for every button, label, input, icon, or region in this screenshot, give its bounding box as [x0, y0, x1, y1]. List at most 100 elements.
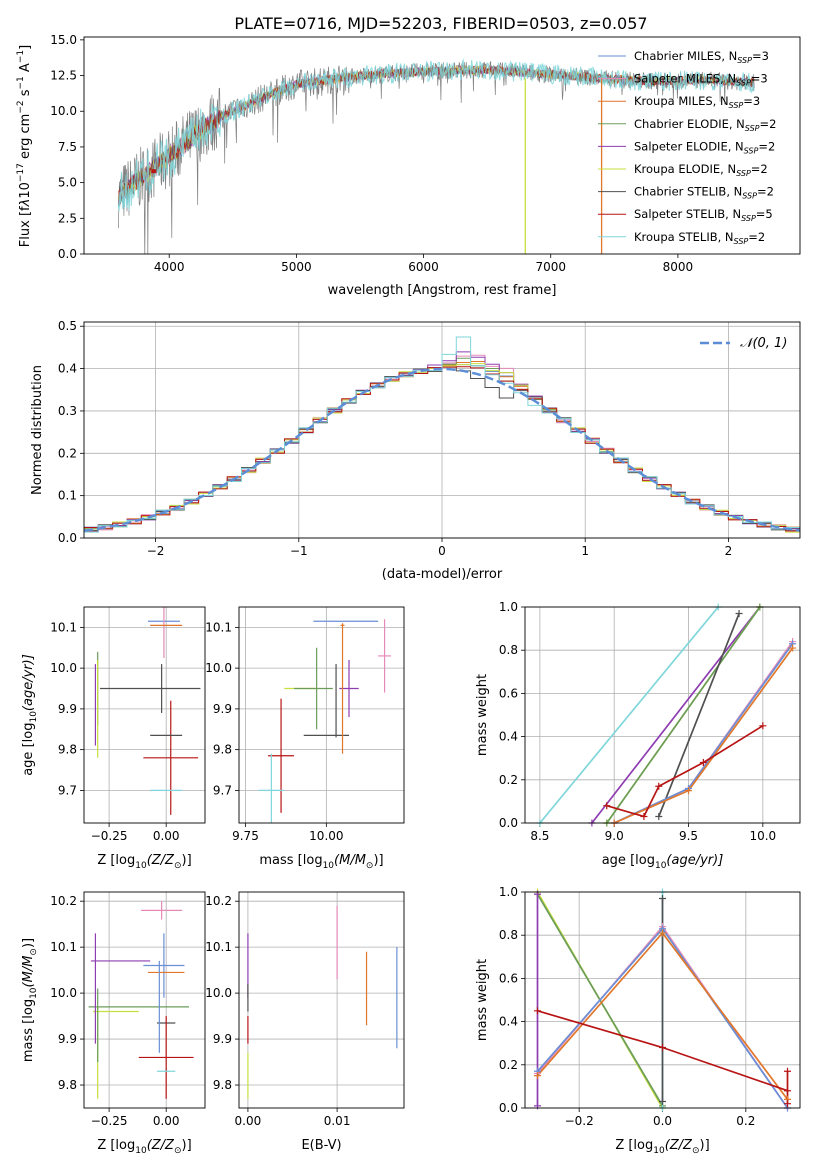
x-axis-label: E(B-V) [301, 1138, 341, 1153]
label-part: A [18, 63, 33, 76]
y-tick-label: 10.0 [50, 661, 77, 675]
y-tick-label: 0.2 [58, 446, 77, 460]
y-tick-label: 10.0 [205, 986, 232, 1000]
y-tick-label: 0.6 [499, 971, 518, 985]
series-marker [699, 759, 707, 767]
x-tick-label: 9.75 [232, 829, 259, 843]
figure-title: PLATE=0716, MJD=52203, FIBERID=0503, z=0… [234, 14, 647, 33]
y-tick-label: 9.8 [58, 1078, 77, 1092]
label-part: (M/M [21, 956, 36, 988]
label-part: (age/yr)] [666, 853, 723, 868]
label-part: (Z/Z [665, 1138, 693, 1153]
label-part: Flux [f [18, 206, 33, 247]
mass-vs-z-panel: −0.25 0.009.89.910.010.110.2Z [log10(Z/Z⊙… [21, 891, 206, 1156]
y-tick-label: 9.9 [213, 1032, 232, 1046]
series-line [658, 613, 740, 817]
series-line [591, 607, 761, 823]
label-part: )] [373, 853, 383, 868]
x-tick-label: −2 [147, 544, 165, 558]
x-tick-label: 6000 [408, 260, 439, 274]
x-tick-label: 0 [438, 544, 446, 558]
y-tick-label: 0.3 [58, 404, 77, 418]
label-part: mass [log [21, 999, 36, 1062]
x-tick-label: 4000 [154, 260, 185, 274]
series-line [613, 641, 794, 823]
y-tick-label: 0.2 [499, 1058, 518, 1072]
x-axis-label: mass [log10(M/M⊙)] [259, 853, 383, 871]
legend-sub: SSP [736, 79, 751, 88]
x-tick-label: 7000 [535, 260, 566, 274]
y-tick-label: 0.8 [499, 643, 518, 657]
legend-entry: Kroupa MILES, NSSP=3 [634, 94, 760, 110]
legend-sub: SSP [741, 214, 756, 223]
axes-frame [83, 321, 801, 539]
label-part: 10 [135, 861, 147, 871]
y-tick-label: 0.4 [499, 1015, 518, 1029]
label-part: (Z/Z [147, 853, 175, 868]
label-part: erg cm [18, 114, 33, 163]
mass-weight-vs-z-panel: −0.2 0.0 0.2 0.0 0.2 0.4 0.6 0.8 1.0 Z [log10(Z/Z… [475, 885, 801, 1156]
x-tick-label: −0.25 [91, 1114, 128, 1128]
axes-frame [238, 606, 405, 824]
y-axis-label: age [log10(age/yr)] [21, 654, 39, 776]
legend-entry: Chabrier MILES, NSSP=3 [634, 49, 769, 65]
label-part: −17 [16, 163, 26, 182]
x-tick-label: −0.2 [565, 1114, 594, 1128]
series-marker [685, 787, 693, 795]
label-part: ⊙ [174, 1146, 182, 1156]
label-part: 10 [29, 711, 39, 723]
series-marker [784, 1067, 791, 1075]
legend-text: Kroupa MILES, N [634, 94, 729, 108]
x-tick-label: 0.0 [653, 1114, 672, 1128]
legend-tail: =2 [757, 185, 774, 199]
label-part: 10 [135, 1146, 147, 1156]
label-part: −1 [16, 50, 26, 63]
legend-tail: =2 [758, 139, 775, 153]
label-part: ⊙ [692, 1146, 700, 1156]
y-tick-label: 9.7 [213, 783, 232, 797]
y-tick-label: 9.7 [58, 783, 77, 797]
legend-sub: SSP [744, 146, 759, 155]
y-tick-label: 0.4 [499, 730, 518, 744]
series-marker [759, 722, 767, 730]
x-axis-label: Z [log10(Z/Z⊙)] [97, 1138, 191, 1156]
legend-sub: SSP [742, 192, 757, 201]
legend-sub: SSP [736, 169, 751, 178]
y-tick-label: 0.0 [58, 531, 77, 545]
x-tick-label: 0.00 [153, 829, 180, 843]
label-part: Z [log [97, 853, 135, 868]
plot-area [539, 607, 794, 823]
y-tick-label: 0.8 [499, 928, 518, 942]
legend-text: Kroupa ELODIE, N [634, 162, 736, 176]
y-axis-label: Normed distribution [30, 365, 45, 495]
series-marker [655, 813, 663, 821]
y-tick-label: 10.0 [50, 986, 77, 1000]
series-line [606, 725, 764, 818]
y-tick-label: 0.0 [499, 1101, 518, 1115]
y-tick-label: 5.0 [58, 176, 77, 190]
y-tick-label: 9.9 [58, 702, 77, 716]
y-tick-label: 0.1 [58, 489, 77, 503]
plot-area [94, 607, 201, 815]
label-part: 10 [323, 861, 335, 871]
y-tick-label: 15.0 [50, 33, 77, 47]
label-part: (Z/Z [147, 1138, 175, 1153]
series-marker [603, 802, 611, 810]
x-tick-label: 5000 [281, 260, 312, 274]
y-tick-label: 0.6 [499, 686, 518, 700]
x-tick-label: 1 [581, 544, 589, 558]
legend-tail: =2 [760, 117, 777, 131]
series-marker [659, 1098, 666, 1106]
label-part: (age/yr)] [21, 654, 36, 711]
label-part: ⊙ [174, 861, 182, 871]
label-part: ⊙ [29, 948, 39, 956]
axes-frame [524, 891, 801, 1109]
label-part: Z [log [615, 1138, 653, 1153]
axes-frame [524, 606, 801, 824]
label-part: s [18, 89, 33, 100]
label-part: Z [log [97, 1138, 135, 1153]
series-marker [659, 1044, 666, 1052]
axes-frame [83, 891, 206, 1109]
label-part: −2 [16, 100, 26, 113]
spectrum-model-line [117, 58, 755, 211]
